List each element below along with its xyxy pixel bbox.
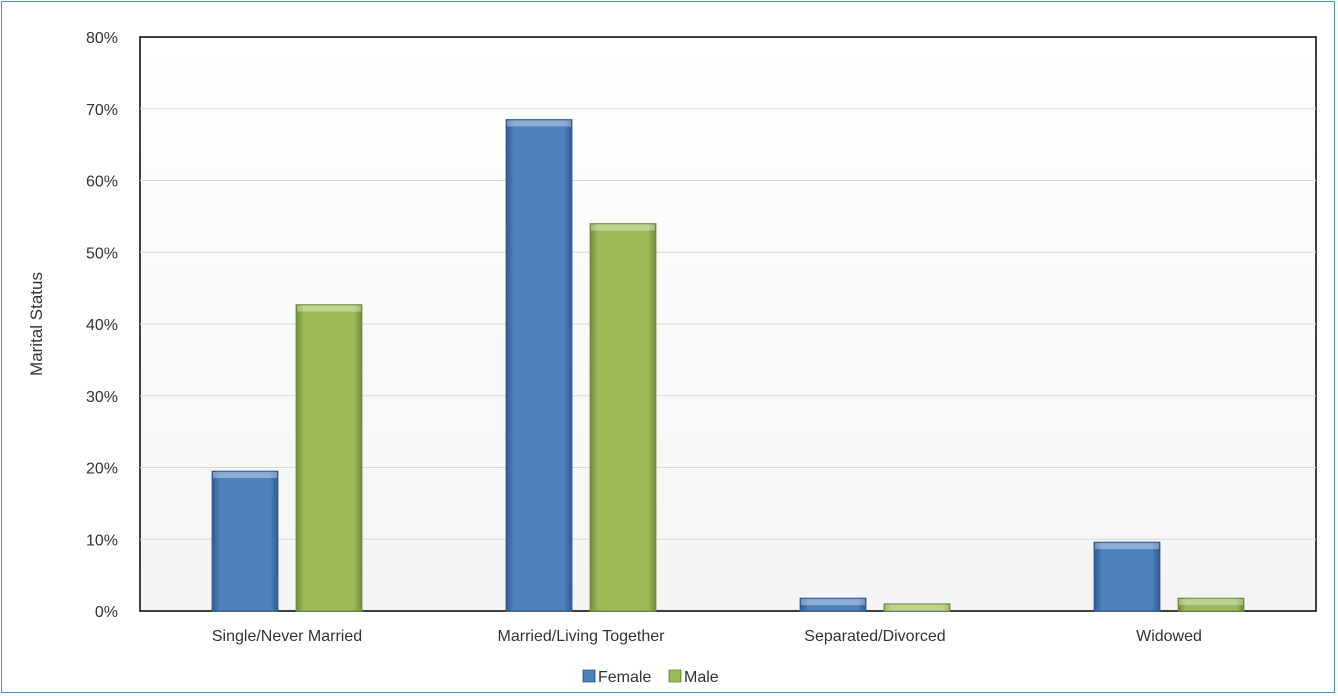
bar-male-1 <box>589 223 657 612</box>
legend-item-female: Female <box>582 669 651 686</box>
y-tick-label: 10% <box>86 532 118 549</box>
y-tick-label: 30% <box>86 389 118 406</box>
legend-swatch <box>668 669 682 683</box>
bar-female-2 <box>799 597 867 612</box>
y-tick-label: 70% <box>86 102 118 119</box>
y-tick-label: 80% <box>86 30 118 47</box>
y-tick-label: 60% <box>86 174 118 191</box>
y-tick-label: 20% <box>86 461 118 478</box>
y-tick-label: 50% <box>86 245 118 262</box>
legend-label: Male <box>684 669 719 686</box>
y-tick-label: 0% <box>95 604 118 621</box>
bar-male-3 <box>1177 597 1245 612</box>
bar-male-2 <box>883 603 951 612</box>
bar-female-0 <box>211 470 279 612</box>
y-tick-label: 40% <box>86 317 118 334</box>
bar-female-3 <box>1093 541 1161 612</box>
legend-item-male: Male <box>668 669 719 686</box>
bar-female-1 <box>505 119 573 612</box>
bars <box>211 119 1245 612</box>
bar-male-0 <box>295 304 363 612</box>
x-category-label: Widowed <box>1136 628 1202 645</box>
legend-swatch <box>582 669 596 683</box>
y-axis-ticks: 0% 10% 20% 30% 40% 50% 60% 70% 80% <box>86 30 118 621</box>
legend-label: Female <box>598 669 651 686</box>
x-axis-categories: Single/Never Married Married/Living Toget… <box>212 628 1202 645</box>
x-category-label: Separated/Divorced <box>804 628 945 645</box>
y-axis-label: Marital Status <box>27 272 46 376</box>
x-category-label: Single/Never Married <box>212 628 362 645</box>
x-category-label: Married/Living Together <box>498 628 666 645</box>
legend: Female Male <box>582 669 719 686</box>
